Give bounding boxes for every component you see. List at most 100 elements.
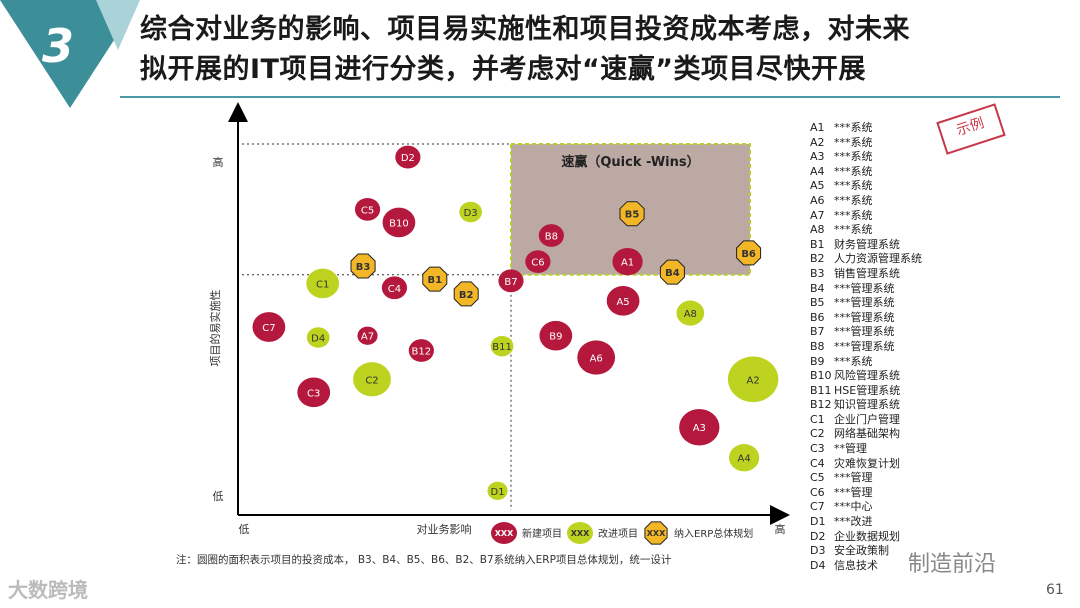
title-divider	[120, 96, 1060, 98]
legend-list-name: 信息技术	[834, 558, 878, 572]
legend-list-code: A4	[810, 164, 825, 178]
marker-a6	[577, 340, 616, 375]
point-a4: A4	[729, 444, 760, 472]
marker-a7	[357, 326, 378, 345]
marker-c4	[381, 276, 408, 300]
point-a2: A2	[727, 356, 779, 403]
legend-list-name: ***管理	[834, 485, 873, 499]
legend-swatch-improve	[567, 522, 593, 544]
marker-c3	[297, 377, 331, 408]
y-axis-title: 项目的易实施性	[208, 290, 222, 367]
legend-list-item: A1 ***系统	[810, 121, 1070, 136]
label-a8: A8	[684, 309, 697, 320]
point-c3: C3	[297, 377, 331, 408]
legend-list-code: B4	[810, 281, 825, 295]
legend-list-item: C4 灾难恢复计划	[810, 457, 1070, 472]
legend-list-name: 安全政策制	[834, 544, 889, 558]
legend-list-code: C6	[810, 485, 825, 499]
label-d3: D3	[464, 208, 478, 219]
legend-list-name: 财务管理系统	[834, 237, 900, 251]
legend-list-name: 风险管理系统	[834, 369, 900, 383]
point-b10: B10	[382, 207, 416, 238]
legend-list-item: A5 ***系统	[810, 179, 1070, 194]
legend-list-item: C7 ***中心	[810, 500, 1070, 515]
legend-list-item: C3 **管理	[810, 442, 1070, 457]
label-d2: D2	[401, 153, 415, 164]
legend-list-item: A7 ***系统	[810, 209, 1070, 224]
marker-b5	[619, 201, 645, 227]
point-b3: B3	[350, 253, 376, 279]
point-b8: B8	[538, 224, 564, 247]
legend-list-code: B5	[810, 296, 825, 310]
legend-list-code: B11	[810, 383, 832, 397]
legend-list-item: B9 ***系统	[810, 355, 1070, 370]
x-axis-title: 对业务影响	[417, 522, 472, 536]
legend-list-item: B11 HSE管理系统	[810, 384, 1070, 399]
legend-list-code: A3	[810, 150, 825, 164]
label-b7: B7	[504, 277, 517, 288]
legend-list-name: ***系统	[834, 179, 873, 193]
legend-label: 纳入ERP总体规划	[674, 527, 753, 540]
legend-list-item: B12 知识管理系统	[810, 398, 1070, 413]
section-triangle	[0, 0, 140, 108]
point-a8: A8	[676, 300, 705, 326]
legend-list-code: A8	[810, 223, 825, 237]
legend-list-item: B8 ***管理系统	[810, 340, 1070, 355]
label-b4: B4	[665, 268, 680, 279]
x-low-label: 低	[239, 523, 250, 536]
point-b2: B2	[453, 281, 479, 307]
point-b4: B4	[659, 259, 685, 285]
legend-list-code: D2	[810, 529, 826, 543]
legend-list-code: A2	[810, 135, 825, 149]
section-triangle-accent	[96, 0, 140, 50]
marker-a2	[727, 356, 779, 403]
label-a2: A2	[746, 375, 759, 386]
marker-a4	[729, 444, 760, 472]
x-high-label: 高	[775, 522, 786, 536]
legend-list-item: A6 ***系统	[810, 194, 1070, 209]
marker-b7	[498, 269, 524, 293]
legend-list-name: ***系统	[834, 193, 873, 207]
legend-list-item: B5 ***管理系统	[810, 296, 1070, 311]
label-c3: C3	[307, 388, 320, 399]
legend-list-item: D4 信息技术	[810, 559, 1070, 574]
label-c4: C4	[388, 284, 401, 295]
legend-list-name: 销售管理系统	[834, 266, 900, 280]
legend-list-code: D1	[810, 515, 826, 529]
label-c2: C2	[365, 375, 378, 386]
point-b12: B12	[408, 339, 434, 362]
legend-list-name: ***系统	[834, 354, 873, 368]
legend-list-code: C3	[810, 442, 825, 456]
label-b8: B8	[545, 232, 558, 243]
legend-list-name: ***管理系统	[834, 325, 895, 339]
label-a1: A1	[621, 258, 634, 269]
legend-list-code: B3	[810, 266, 825, 280]
point-d2: D2	[395, 145, 421, 169]
legend-list-name: **管理	[834, 442, 867, 456]
legend-list-item: D2 企业数据规划	[810, 530, 1070, 545]
legend-list-item: D3 安全政策制	[810, 544, 1070, 559]
label-c5: C5	[361, 205, 374, 216]
legend-list-name: 企业门户管理	[834, 412, 900, 426]
label-c6: C6	[531, 258, 544, 269]
legend-list-item: B6 ***管理系统	[810, 311, 1070, 326]
legend-list-item: C6 ***管理	[810, 486, 1070, 501]
legend-list-name: 灾难恢复计划	[834, 456, 900, 470]
marker-b1	[422, 266, 448, 292]
point-a6: A6	[577, 340, 616, 375]
legend-list-name: ***系统	[834, 150, 873, 164]
legend-list-name: ***管理系统	[834, 339, 895, 353]
marker-b10	[382, 207, 416, 238]
point-d3: D3	[459, 201, 482, 223]
legend-list-item: B4 ***管理系统	[810, 282, 1070, 297]
legend-list-code: A1	[810, 121, 825, 134]
point-c5: C5	[354, 197, 381, 221]
point-a7: A7	[357, 326, 378, 345]
marker-b4	[659, 259, 685, 285]
marker-a5	[606, 286, 640, 316]
point-c1: C1	[306, 268, 340, 299]
point-a5: A5	[606, 286, 640, 316]
legend-list-name: ***系统	[834, 164, 873, 178]
legend-list-item: A3 ***系统	[810, 150, 1070, 165]
legend-list-item: B2 人力资源管理系统	[810, 252, 1070, 267]
